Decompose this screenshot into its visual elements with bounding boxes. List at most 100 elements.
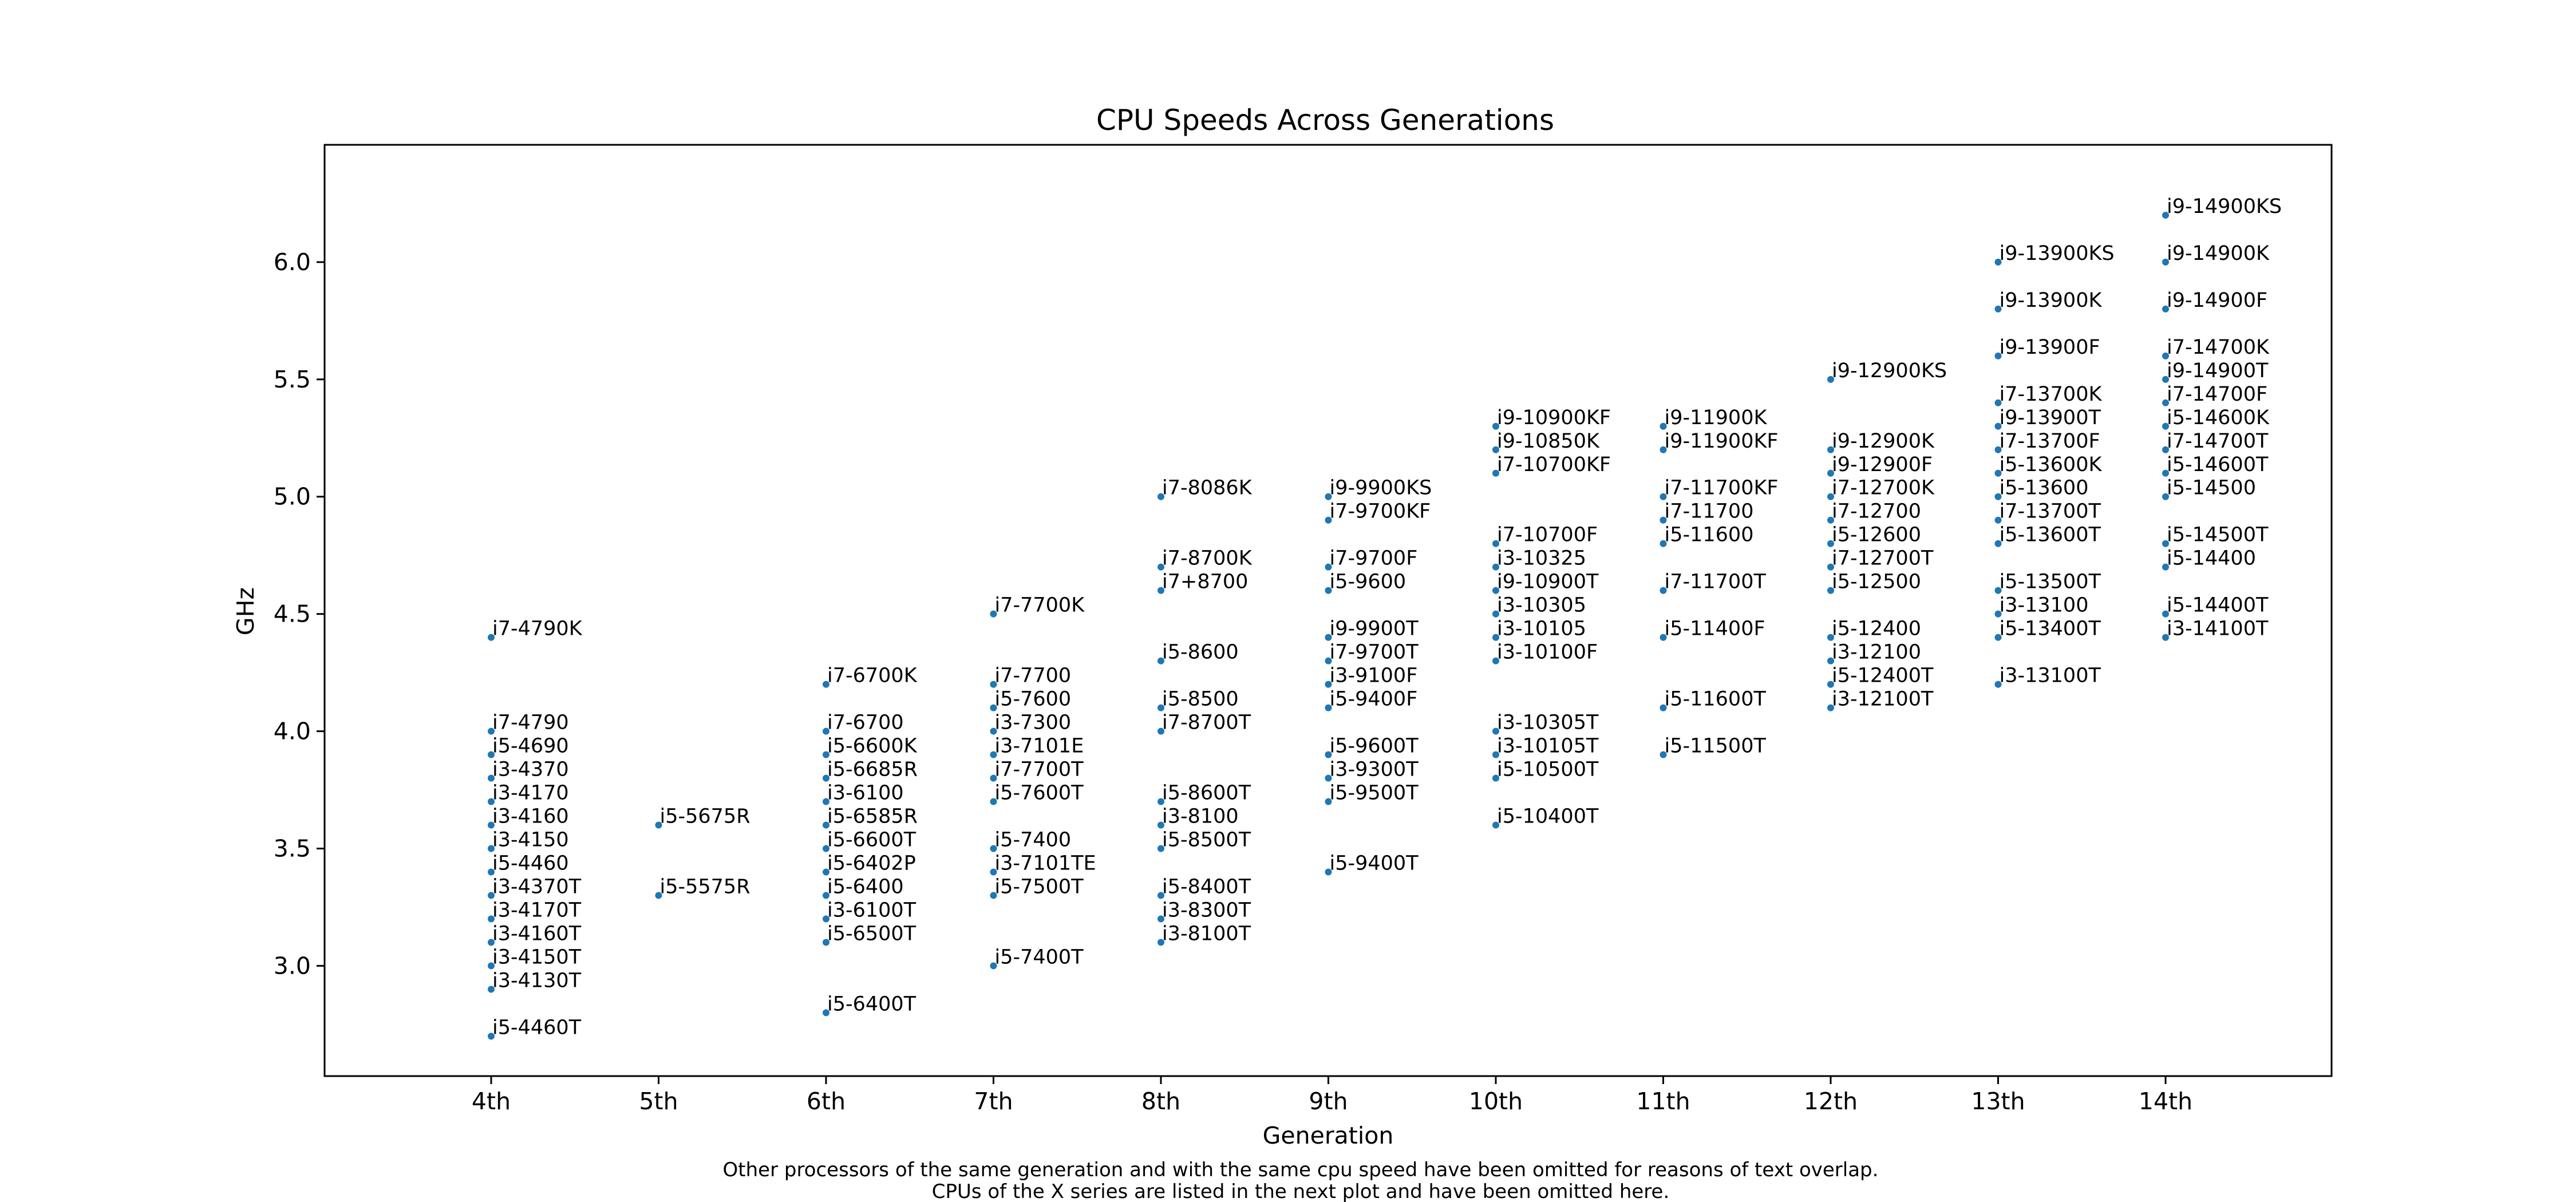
data-point: [1157, 493, 1164, 500]
series-13th: i9-13900KS i9-13900K i9-13900F i7-13700Ki9-…: [1994, 242, 2115, 688]
point-label: i9-14900KS: [2167, 195, 2282, 218]
data-point: [1994, 305, 2002, 313]
point-label: i7-6700: [827, 711, 904, 734]
data-point: [1994, 540, 2002, 547]
point-label: i7-7700: [995, 665, 1072, 687]
point-label: i7-8086K: [1162, 477, 1253, 500]
point-label: i5-4460: [492, 852, 569, 875]
data-point: [2162, 634, 2169, 641]
point-label: i5-4690: [492, 735, 569, 758]
data-point: [1157, 727, 1164, 735]
data-point: [2162, 563, 2169, 571]
point-label: i5-8600T: [1162, 782, 1251, 805]
x-axis-label: Generation: [1263, 1122, 1394, 1149]
data-point: [990, 751, 997, 758]
data-point: [823, 751, 829, 758]
point-label: i7-9700T: [1330, 641, 1419, 664]
data-point: [488, 727, 495, 735]
data-point: [1827, 493, 1834, 500]
series-12th: i9-12900KSi9-12900Ki9-12900Fi7-12700Ki7-…: [1827, 359, 1947, 711]
point-label: i5-14400: [2167, 547, 2256, 570]
point-label: i3-8300T: [1162, 899, 1251, 922]
point-label: i5-12600: [1832, 524, 1921, 547]
x-tick-label: 8th: [1141, 1088, 1180, 1115]
data-point: [990, 727, 997, 735]
point-label: i5-8600: [1162, 641, 1239, 664]
data-point: [1827, 446, 1834, 453]
point-label: i9-14900T: [2167, 359, 2269, 382]
data-point: [823, 845, 829, 852]
data-point: [1994, 587, 2002, 594]
data-point: [1325, 563, 1332, 571]
data-point: [1994, 258, 2002, 266]
data-point: [2162, 446, 2169, 453]
point-label: i9-13900T: [2000, 406, 2101, 429]
data-point: [1827, 587, 1834, 594]
data-point: [1157, 798, 1164, 805]
data-point: [823, 774, 829, 782]
point-label: i5-6500T: [827, 922, 916, 945]
point-label: i9-13900KS: [2000, 242, 2115, 265]
point-label: i3-8100T: [1162, 922, 1251, 945]
data-point: [1492, 610, 1499, 618]
point-label: i3-4150: [492, 828, 569, 851]
point-label: i5-8400T: [1162, 875, 1251, 898]
point-label: i3-4170: [492, 782, 569, 805]
point-label: i9-9900KS: [1330, 477, 1432, 500]
x-tick-label: 10th: [1469, 1088, 1523, 1115]
point-label: i5-11600: [1665, 524, 1754, 547]
point-label: i5-5575R: [660, 875, 750, 898]
data-point: [2162, 422, 2169, 430]
data-point: [1325, 634, 1332, 641]
data-point: [2162, 352, 2169, 359]
point-label: i5-14600T: [2167, 453, 2269, 476]
data-point: [1492, 751, 1499, 758]
data-point: [1660, 751, 1667, 758]
data-points: i7-4790Ki7-4790i5-4690i3-4370i3-4170i3-4…: [488, 195, 2282, 1040]
data-point: [488, 892, 495, 899]
x-tick-label: 12th: [1804, 1088, 1858, 1115]
data-point: [823, 868, 829, 876]
point-label: i5-7600: [995, 688, 1072, 711]
footnote-line-2: CPUs of the X series are listed in the n…: [932, 1180, 1670, 1202]
series-7th: i7-7700K i7-7700i5-7600i3-7300i3-7101Ei7-…: [990, 594, 1096, 970]
data-point: [1157, 892, 1164, 899]
point-label: i7-11700T: [1665, 571, 1767, 594]
data-point: [488, 821, 495, 829]
data-point: [488, 986, 495, 993]
point-label: i5-9400F: [1330, 688, 1418, 711]
point-label: i7-13700K: [2000, 383, 2103, 406]
data-point: [2162, 540, 2169, 547]
data-point: [1994, 610, 2002, 618]
data-point: [1157, 657, 1164, 665]
point-label: i5-13600K: [2000, 453, 2103, 476]
data-point: [1994, 469, 2002, 477]
data-point: [1157, 915, 1164, 923]
y-tick-label: 6.0: [274, 248, 311, 276]
point-label: i3-12100: [1832, 641, 1921, 664]
y-tick-label: 5.5: [274, 366, 311, 393]
data-point: [1492, 446, 1499, 453]
data-point: [1994, 634, 2002, 641]
point-label: i3-4160T: [492, 922, 582, 945]
data-point: [1827, 375, 1834, 383]
data-point: [488, 962, 495, 970]
point-label: i5-14500T: [2167, 524, 2269, 547]
point-label: i7-14700T: [2167, 430, 2269, 453]
data-point: [2162, 258, 2169, 266]
point-label: i9-11900KF: [1665, 430, 1779, 453]
point-label: i3-14100T: [2167, 618, 2269, 640]
point-label: i5-9400T: [1330, 852, 1419, 875]
x-tick-label: 6th: [807, 1088, 846, 1115]
data-point: [1492, 727, 1499, 735]
point-label: i7-12700K: [1832, 477, 1935, 500]
point-label: i5-10500T: [1497, 758, 1599, 781]
data-point: [823, 915, 829, 923]
chart-title: CPU Speeds Across Generations: [1096, 104, 1554, 137]
point-label: i5-10400T: [1497, 805, 1599, 828]
data-point: [990, 681, 997, 688]
data-point: [655, 821, 662, 829]
data-point: [1325, 704, 1332, 711]
point-label: i3-4370T: [492, 875, 582, 898]
data-point: [655, 892, 662, 899]
